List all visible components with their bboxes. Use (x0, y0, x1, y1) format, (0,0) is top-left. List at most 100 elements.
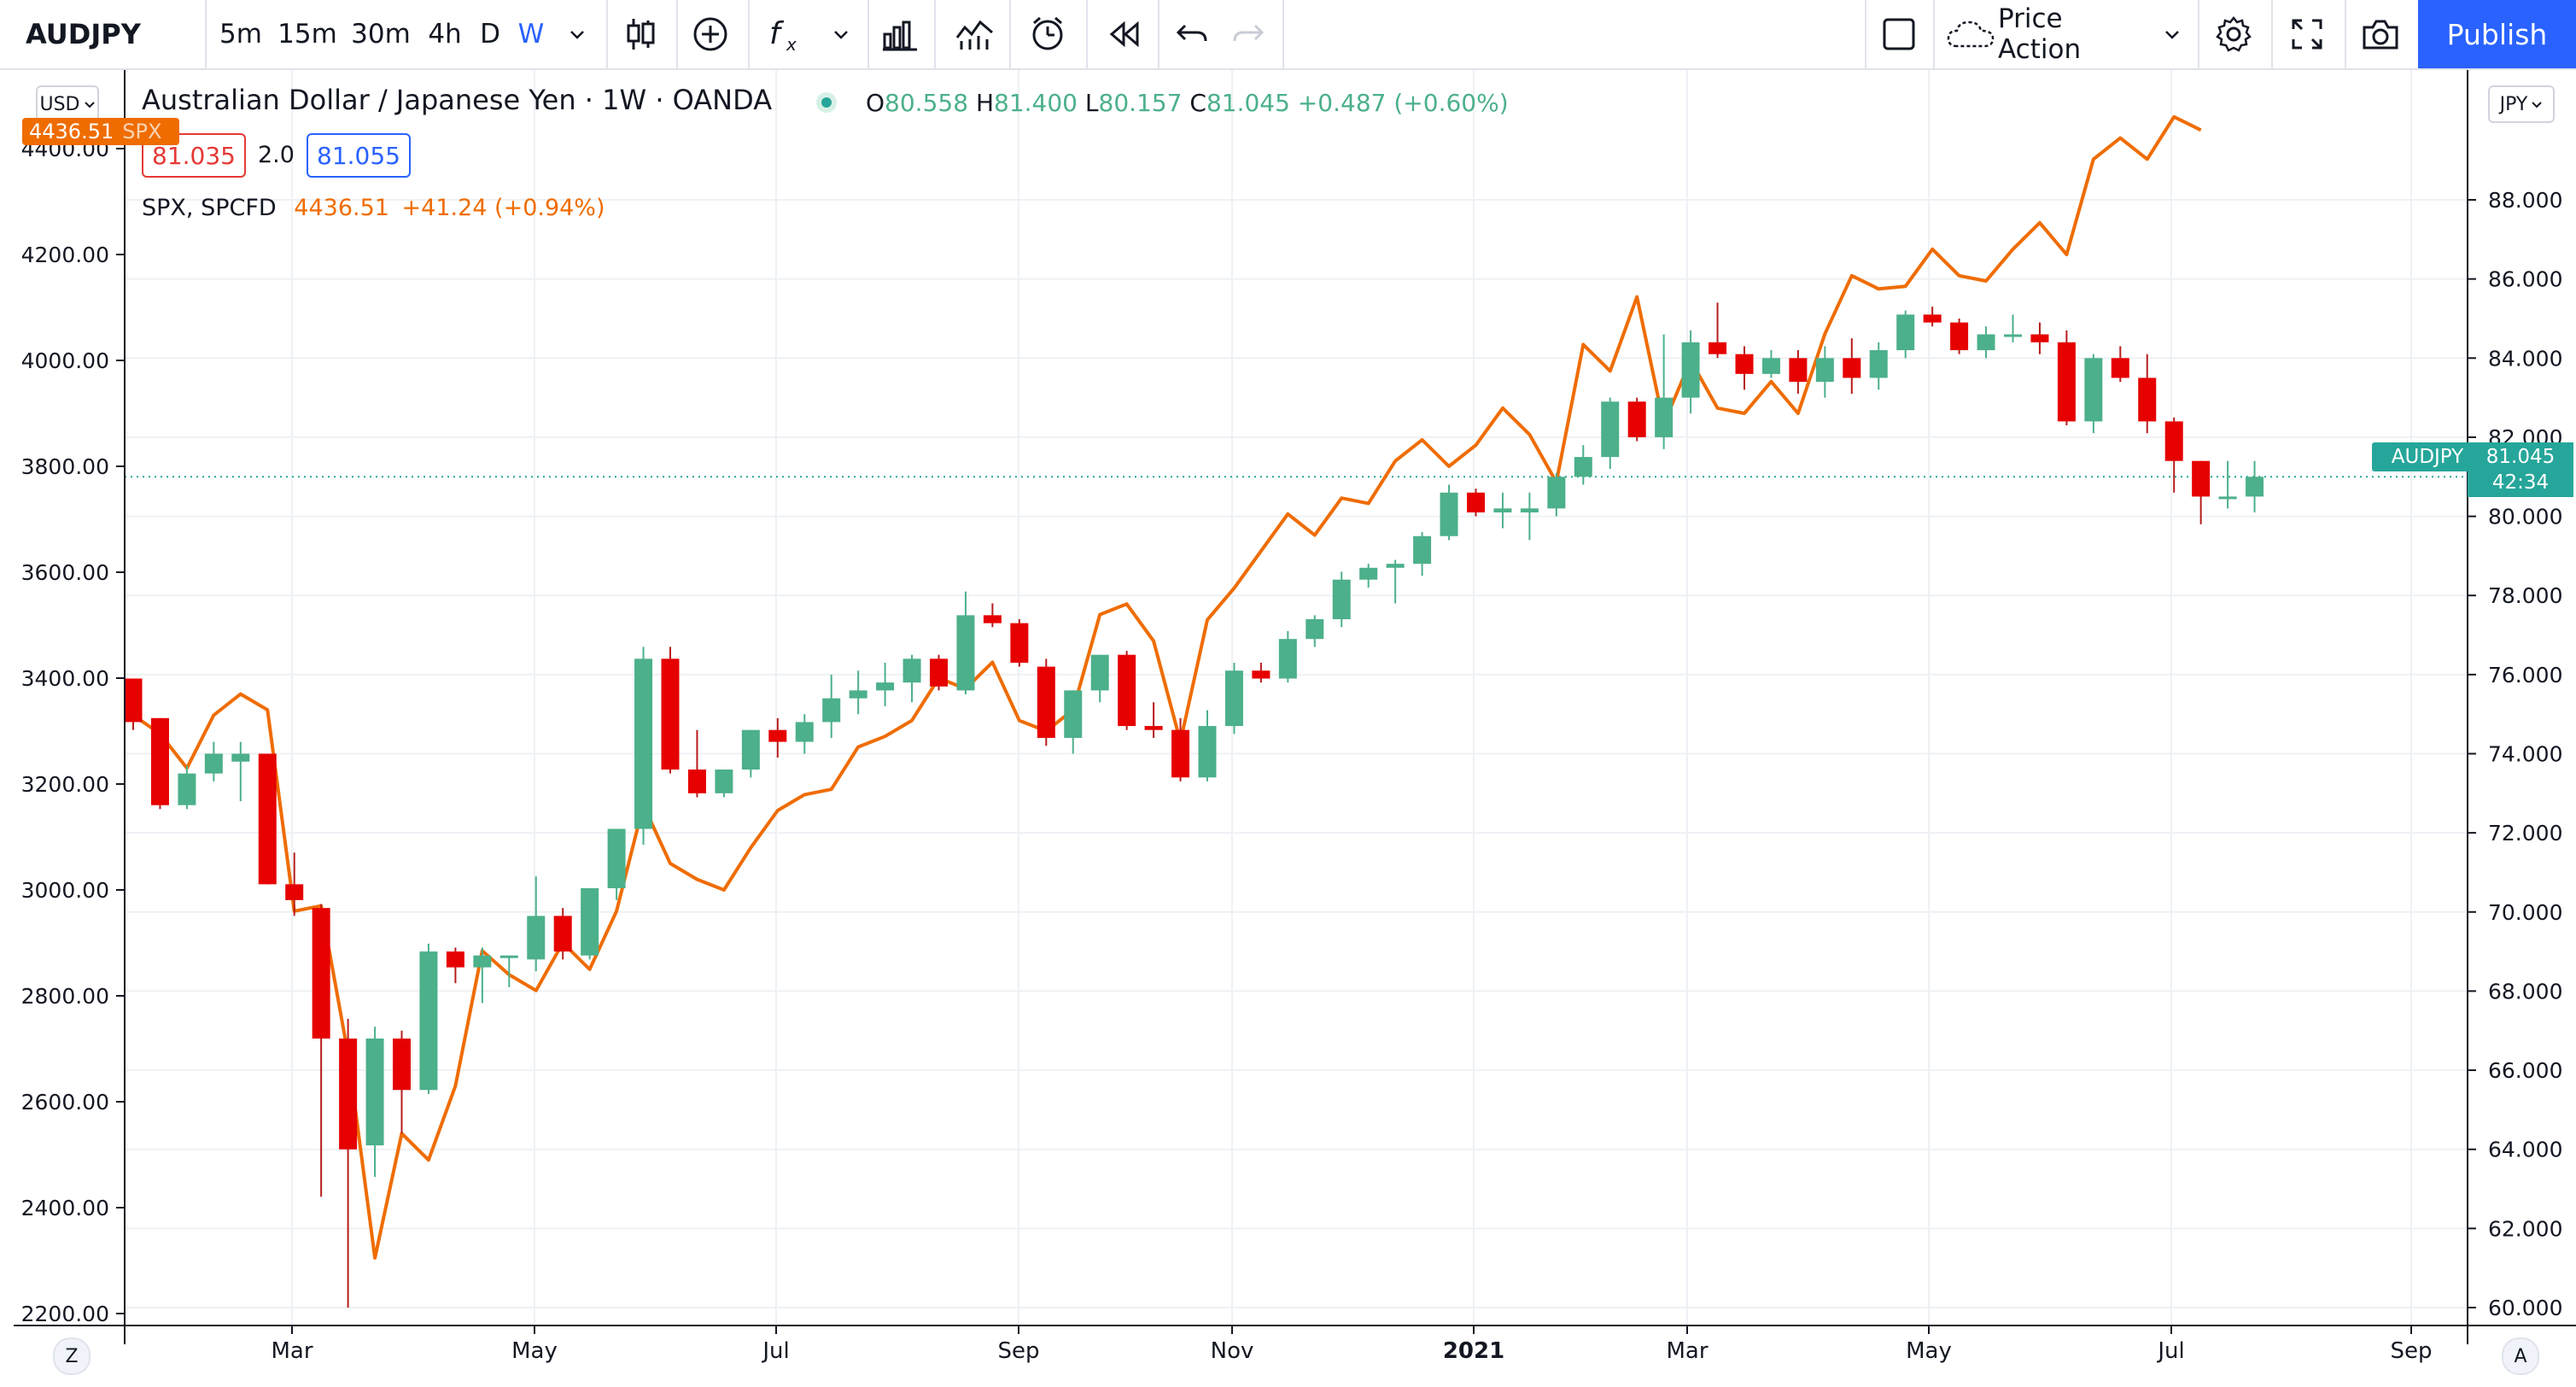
candle-body (1010, 623, 1029, 663)
undo-icon[interactable] (1170, 0, 1214, 68)
candle-body (1601, 401, 1620, 458)
template-name[interactable]: Price Action (1998, 3, 2082, 65)
chart-title[interactable]: Australian Dollar / Japanese Yen · 1W · … (142, 84, 773, 116)
candle-body (2164, 421, 2183, 461)
indicators-chevron-icon[interactable] (827, 0, 856, 68)
spx-last-price: 4436.51 (29, 120, 114, 143)
toolbar-divider (205, 0, 207, 68)
add-indicator-plus-icon[interactable] (685, 0, 736, 68)
toolbar-divider (1158, 0, 1159, 68)
layout-square-icon[interactable] (1875, 0, 1923, 68)
interval-dropdown-chevron-icon[interactable] (560, 0, 594, 68)
toolbar-divider (934, 0, 936, 68)
candle-body (930, 658, 948, 687)
symbol-price-tag: AUDJPY (2372, 442, 2483, 471)
candle-body (365, 1039, 384, 1146)
candle-body (1064, 690, 1083, 738)
toolbar-divider (1282, 0, 1284, 68)
candle-body (822, 698, 841, 723)
toolbar-divider (867, 0, 869, 68)
candle-body (2246, 477, 2264, 497)
symbol-search[interactable]: AUDJPY (26, 18, 141, 50)
candle-body (607, 828, 626, 888)
candle-body (1224, 670, 1243, 727)
interval-d[interactable]: D (480, 19, 500, 50)
interval-30m[interactable]: 30m (351, 19, 411, 50)
settings-gear-icon[interactable] (2206, 0, 2261, 68)
candle-body (1252, 670, 1270, 679)
right-axis-currency-button[interactable]: JPY (2488, 85, 2555, 123)
compare-symbol: SPX, SPCFD (142, 195, 277, 221)
svg-text:x: x (786, 34, 797, 54)
buy-price-box[interactable]: 81.055 (307, 133, 411, 178)
redo-icon[interactable] (1226, 0, 1270, 68)
chart-area[interactable]: 88.000 86.000 84.000 82.000 80.000 78.000 76.0… (14, 70, 2576, 1384)
candle-body (1198, 726, 1217, 778)
candles-icon[interactable] (615, 0, 666, 68)
toolbar-divider (2271, 0, 2273, 68)
right-axis-label: 72.000 (2488, 821, 2562, 846)
compare-legend[interactable]: SPX, SPCFD 4436.51 +41.24 (+0.94%) (142, 195, 605, 221)
interval-w[interactable]: W (517, 19, 545, 50)
price-chart[interactable]: 88.00086.00084.00082.00080.00078.00076.0… (14, 70, 2576, 1384)
candle-body (1574, 457, 1592, 477)
time-axis-label: 2021 (1443, 1338, 1504, 1364)
candle-body (393, 1039, 411, 1091)
alert-clock-icon[interactable] (1023, 0, 1074, 68)
compare-change: +41.24 (+0.94%) (401, 195, 605, 221)
candle-body (231, 753, 250, 762)
candle-body (1306, 619, 1324, 640)
cloud-icon[interactable] (1945, 0, 1996, 68)
candle-body (1386, 564, 1405, 568)
publish-button[interactable]: Publish (2418, 0, 2576, 68)
candle-body (1037, 666, 1055, 738)
spx-last-price-label: 4436.51 SPX (22, 118, 179, 145)
left-axis-label: 3000.00 (21, 878, 109, 903)
close-label: C (1189, 89, 1206, 117)
candle-body (2192, 460, 2211, 497)
candle-body (2138, 377, 2157, 422)
candle-body (1493, 508, 1512, 512)
candle-body (178, 773, 196, 805)
fullscreen-icon[interactable] (2281, 0, 2333, 68)
candle-body (768, 729, 787, 742)
candle-body (312, 908, 330, 1039)
toolbar-divider (1933, 0, 1935, 68)
compare-icon[interactable] (951, 0, 999, 68)
replay-rewind-icon[interactable] (1100, 0, 1148, 68)
interval-5m[interactable]: 5m (219, 19, 262, 50)
time-axis-label: Mar (271, 1338, 313, 1364)
candle-body (876, 682, 895, 691)
candle-body (1950, 322, 1969, 351)
candle-body (1440, 492, 1458, 536)
left-axis-label: 2400.00 (21, 1196, 109, 1220)
financials-bars-icon[interactable] (876, 0, 924, 68)
candle-body (1681, 342, 1700, 398)
toolbar-divider (748, 0, 750, 68)
candle-body (1118, 654, 1136, 727)
auto-scale-left-button[interactable]: Z (53, 1337, 91, 1375)
interval-4h[interactable]: 4h (428, 19, 462, 50)
low-label: L (1084, 89, 1099, 117)
time-axis-label: May (511, 1338, 558, 1364)
svg-text:f: f (769, 16, 785, 51)
candle-body (1520, 508, 1539, 512)
candle-body (1709, 342, 1727, 354)
template-chevron-icon[interactable] (2155, 0, 2189, 68)
candle-body (1923, 314, 1942, 323)
left-axis-label: 4200.00 (21, 243, 109, 267)
candle-body (1761, 358, 1780, 374)
candle-body (2004, 334, 2022, 337)
candle-body (1278, 639, 1297, 679)
candle-body (150, 717, 169, 805)
interval-15m[interactable]: 15m (277, 19, 337, 50)
right-axis-label: 80.000 (2488, 505, 2562, 530)
candle-body (2111, 358, 2129, 378)
auto-scale-right-button[interactable]: A (2502, 1337, 2539, 1375)
bar-countdown: 42:34 (2491, 471, 2550, 494)
snapshot-camera-icon[interactable] (2355, 0, 2406, 68)
candle-body (285, 884, 304, 900)
market-status-dot[interactable] (816, 92, 837, 113)
